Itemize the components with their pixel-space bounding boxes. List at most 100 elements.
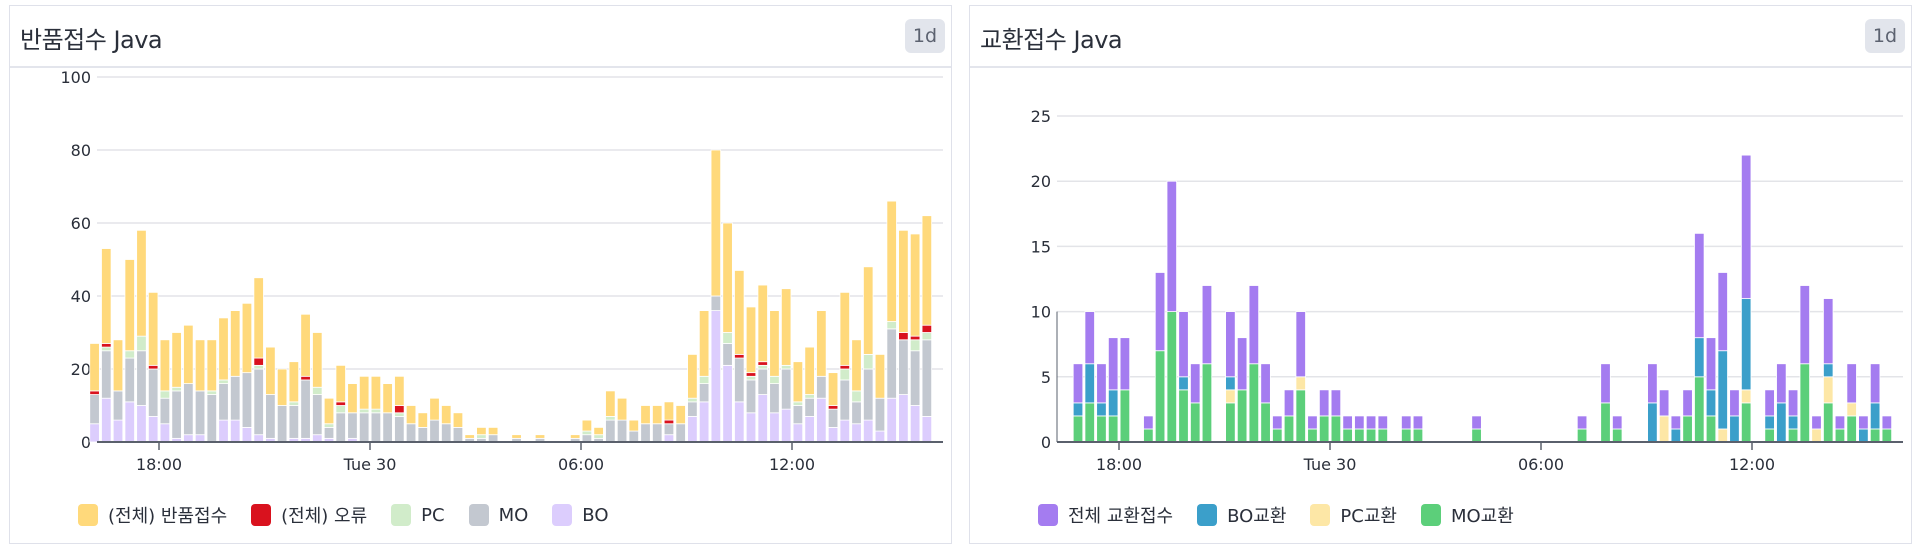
bar-segment-BO[interactable] xyxy=(312,434,323,443)
bar-segment-PC[interactable] xyxy=(370,408,382,414)
bar-segment-PC교환[interactable] xyxy=(1846,402,1857,417)
bar-segment-MO교환[interactable] xyxy=(1612,428,1623,443)
bar-segment-BO[interactable] xyxy=(734,401,745,443)
bar-segment-MO[interactable] xyxy=(652,423,663,443)
bar-segment-BO교환[interactable] xyxy=(1717,350,1728,430)
bar-segment-전체-반품접수[interactable] xyxy=(616,397,628,421)
bar-segment-PC[interactable] xyxy=(605,416,616,421)
bar-segment-전체-반품접수[interactable] xyxy=(816,310,827,377)
bar-segment-전체-반품접수[interactable] xyxy=(487,426,499,436)
bar-segment-전체-교환접수[interactable] xyxy=(1834,415,1846,430)
bar-segment-PC[interactable] xyxy=(769,375,780,384)
bar-segment-전체-반품접수[interactable] xyxy=(112,339,124,392)
bar-segment-PC[interactable] xyxy=(101,346,112,352)
bar-segment-PC교환[interactable] xyxy=(1225,389,1236,404)
bar-segment-MO교환[interactable] xyxy=(1330,415,1342,443)
bar-segment-MO교환[interactable] xyxy=(1107,415,1119,443)
bar-segment-전체-교환접수[interactable] xyxy=(1412,415,1424,430)
bar-segment-BO[interactable] xyxy=(745,412,757,443)
bar-segment-전체-교환접수[interactable] xyxy=(1799,285,1810,365)
bar-segment-전체-오류[interactable] xyxy=(827,405,839,410)
returns-bar-chart[interactable]: 0 20 40 60 80 100 18:00 Tue 30 06:00 12:00 xyxy=(10,6,953,545)
bar-segment-MO[interactable] xyxy=(89,394,100,425)
bar-segment-전체-교환접수[interactable] xyxy=(1764,389,1775,417)
bar-segment-MO교환[interactable] xyxy=(1272,428,1283,443)
bar-segment-전체-반품접수[interactable] xyxy=(827,372,839,406)
bar-segment-전체-교환접수[interactable] xyxy=(1471,415,1482,430)
bar-segment-전체-반품접수[interactable] xyxy=(358,375,370,410)
bar-segment-전체-교환접수[interactable] xyxy=(1377,415,1388,430)
bar-segment-MO[interactable] xyxy=(581,434,593,443)
bar-segment-전체-반품접수[interactable] xyxy=(124,259,135,352)
bar-segment-MO[interactable] xyxy=(745,379,757,414)
bar-segment-BO교환[interactable] xyxy=(1729,415,1740,443)
bar-segment-전체-반품접수[interactable] xyxy=(745,306,757,374)
bar-segment-전체-반품접수[interactable] xyxy=(476,426,487,436)
bar-segment-MO[interactable] xyxy=(898,339,909,395)
bar-segment-BO교환[interactable] xyxy=(1647,402,1658,443)
bar-segment-MO교환[interactable] xyxy=(1740,402,1752,443)
bar-segment-MO교환[interactable] xyxy=(1412,428,1424,443)
bar-segment-MO[interactable] xyxy=(276,405,288,443)
bar-segment-전체-교환접수[interactable] xyxy=(1365,415,1377,430)
bar-segment-전체-반품접수[interactable] xyxy=(534,434,546,439)
bar-segment-PC[interactable] xyxy=(722,332,733,344)
bar-segment-MO[interactable] xyxy=(300,379,311,439)
bar-segment-전체-교환접수[interactable] xyxy=(1225,311,1236,378)
bar-segment-전체-반품접수[interactable] xyxy=(394,375,405,406)
bar-segment-전체-반품접수[interactable] xyxy=(101,248,112,344)
bar-segment-전체-오류[interactable] xyxy=(921,324,933,333)
bar-segment-BO[interactable] xyxy=(136,405,147,443)
bar-segment-전체-반품접수[interactable] xyxy=(851,339,862,392)
bar-segment-전체-교환접수[interactable] xyxy=(1576,415,1588,430)
bar-segment-전체-교환접수[interactable] xyxy=(1318,389,1330,417)
bar-segment-전체-반품접수[interactable] xyxy=(921,215,933,326)
bar-segment-전체-반품접수[interactable] xyxy=(312,332,323,388)
bar-segment-전체-교환접수[interactable] xyxy=(1190,363,1201,404)
bar-segment-PC[interactable] xyxy=(218,379,229,385)
bar-segment-전체-반품접수[interactable] xyxy=(265,346,276,395)
bar-segment-BO[interactable] xyxy=(112,419,124,443)
bar-segment-전체-반품접수[interactable] xyxy=(874,353,886,399)
bar-segment-MO[interactable] xyxy=(757,368,768,395)
bar-segment-BO[interactable] xyxy=(757,394,768,443)
bar-segment-PC[interactable] xyxy=(780,364,792,370)
bar-segment-MO교환[interactable] xyxy=(1190,402,1201,443)
bar-segment-전체-교환접수[interactable] xyxy=(1119,337,1131,391)
bar-segment-MO교환[interactable] xyxy=(1072,415,1084,443)
bar-segment-PC[interactable] xyxy=(804,394,815,399)
bar-segment-MO교환[interactable] xyxy=(1787,428,1799,443)
bar-segment-전체-반품접수[interactable] xyxy=(382,383,393,414)
bar-segment-전체-반품접수[interactable] xyxy=(464,434,475,439)
bar-segment-MO교환[interactable] xyxy=(1600,402,1611,443)
bar-segment-전체-반품접수[interactable] xyxy=(452,412,464,428)
bar-segment-MO[interactable] xyxy=(147,368,159,417)
bar-segment-전체-오류[interactable] xyxy=(101,343,112,348)
bar-segment-BO[interactable] xyxy=(863,419,874,443)
legend-item[interactable]: MO교환 xyxy=(1420,502,1514,528)
bar-segment-전체-교환접수[interactable] xyxy=(1143,415,1154,430)
bar-segment-전체-반품접수[interactable] xyxy=(581,419,593,432)
bar-segment-MO[interactable] xyxy=(909,350,921,406)
bar-segment-MO교환[interactable] xyxy=(1377,428,1388,443)
bar-segment-MO[interactable] xyxy=(487,434,499,443)
bar-segment-MO[interactable] xyxy=(253,368,264,436)
bar-segment-MO[interactable] xyxy=(722,343,733,366)
bar-segment-BO[interactable] xyxy=(687,416,698,443)
bar-segment-PC[interactable] xyxy=(757,364,768,370)
bar-segment-전체-교환접수[interactable] xyxy=(1107,337,1119,391)
bar-segment-MO[interactable] xyxy=(183,383,194,436)
bar-segment-전체-교환접수[interactable] xyxy=(1776,363,1787,404)
bar-segment-MO[interactable] xyxy=(769,383,780,414)
bar-segment-전체-반품접수[interactable] xyxy=(898,229,909,333)
bar-segment-MO교환[interactable] xyxy=(1201,363,1213,443)
time-range-badge[interactable]: 1d xyxy=(905,19,945,53)
bar-segment-MO교환[interactable] xyxy=(1248,363,1260,443)
bar-segment-PC교환[interactable] xyxy=(1740,389,1752,404)
bar-segment-전체-반품접수[interactable] xyxy=(441,405,452,425)
bar-segment-전체-반품접수[interactable] xyxy=(323,397,335,425)
bar-segment-전체-반품접수[interactable] xyxy=(159,339,171,392)
bar-segment-PC[interactable] xyxy=(323,423,335,428)
bar-segment-MO[interactable] xyxy=(394,416,405,443)
bar-segment-전체-교환접수[interactable] xyxy=(1096,363,1107,404)
